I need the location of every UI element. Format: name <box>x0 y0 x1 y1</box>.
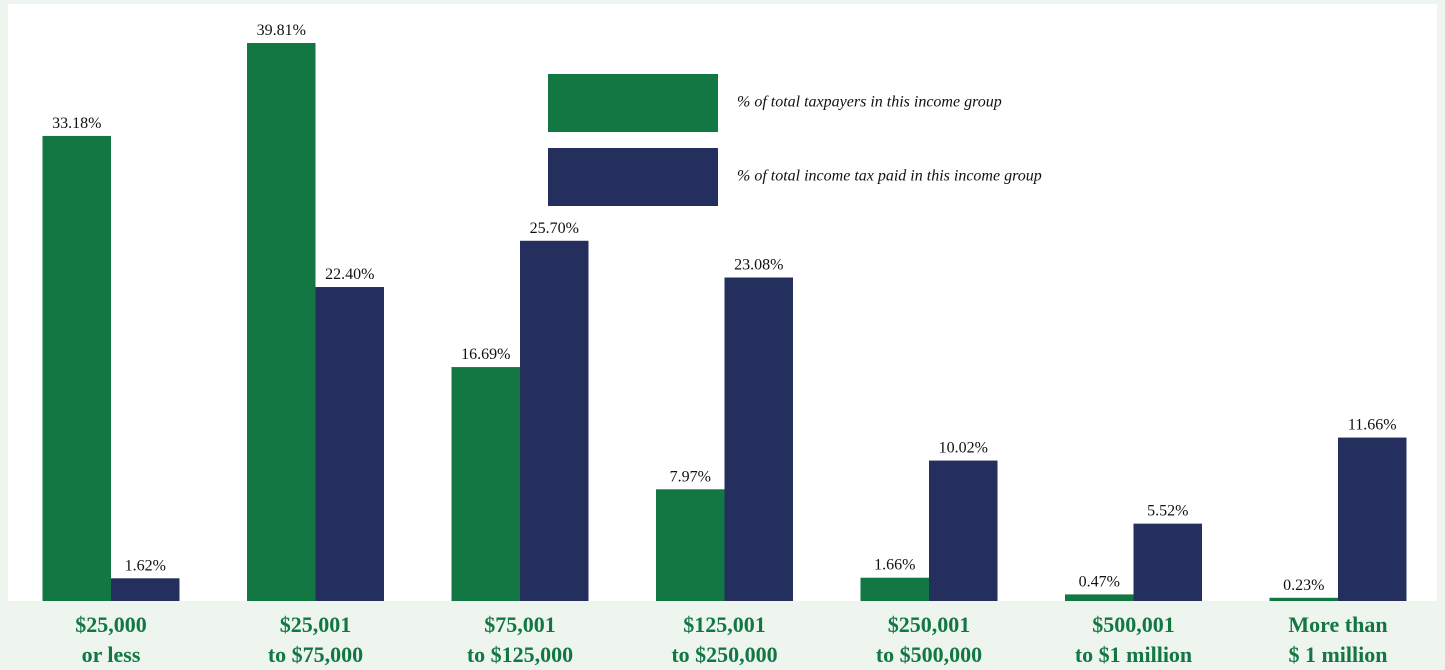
x-tick-label: $125,001 <box>683 612 766 637</box>
legend-swatch <box>548 148 718 206</box>
value-label: 25.70% <box>530 220 579 237</box>
x-tick-label: to $1 million <box>1075 642 1192 667</box>
bar <box>451 367 520 601</box>
x-tick-label: $25,000 <box>75 612 147 637</box>
bar <box>724 277 793 601</box>
value-label: 5.52% <box>1147 503 1188 520</box>
bar <box>1338 437 1407 601</box>
x-tick-label: or less <box>82 642 141 667</box>
value-label: 1.62% <box>125 557 166 574</box>
bar <box>656 489 725 601</box>
bar <box>1065 594 1134 601</box>
bar <box>247 43 316 601</box>
value-label: 39.81% <box>257 22 306 39</box>
x-tick-label: to $500,000 <box>876 642 982 667</box>
bar <box>929 460 998 601</box>
x-tick-label: $250,001 <box>888 612 971 637</box>
value-label: 1.66% <box>874 557 915 574</box>
value-label: 7.97% <box>670 468 711 485</box>
value-label: 11.66% <box>1348 417 1397 434</box>
bar <box>520 240 589 601</box>
legend-label: % of total income tax paid in this incom… <box>737 168 1042 185</box>
x-tick-label: $75,001 <box>484 612 556 637</box>
x-tick-label: $25,001 <box>280 612 352 637</box>
value-label: 23.08% <box>734 256 783 273</box>
bar <box>42 135 111 601</box>
x-tick-label: $ 1 million <box>1288 642 1387 667</box>
x-tick-label: to $125,000 <box>467 642 573 667</box>
value-label: 10.02% <box>939 440 988 457</box>
value-label: 0.23% <box>1283 577 1324 594</box>
x-tick-label: to $75,000 <box>268 642 363 667</box>
value-label: 22.40% <box>325 266 374 283</box>
legend-label: % of total taxpayers in this income grou… <box>737 94 1002 111</box>
bar <box>315 287 384 601</box>
bar <box>111 578 180 601</box>
x-tick-label: to $250,000 <box>671 642 777 667</box>
value-label: 0.47% <box>1079 573 1120 590</box>
legend-swatch <box>548 74 718 132</box>
bar <box>1269 597 1338 601</box>
x-tick-label: More than <box>1288 612 1387 637</box>
value-label: 16.69% <box>461 346 510 363</box>
bar <box>1133 523 1202 601</box>
x-tick-label: $500,001 <box>1092 612 1175 637</box>
value-label: 33.18% <box>52 115 101 132</box>
bar <box>860 577 929 601</box>
